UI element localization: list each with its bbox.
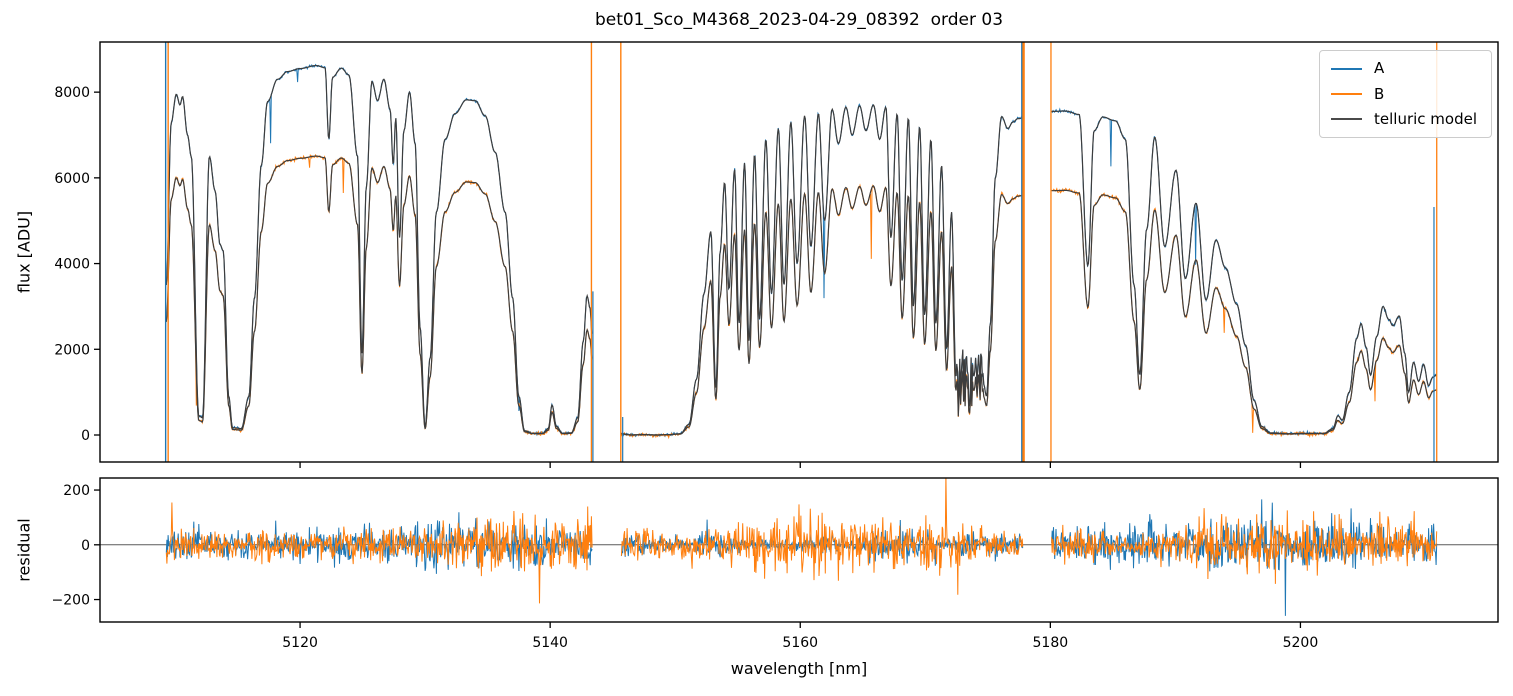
legend-line-b-swatch: [1331, 93, 1362, 95]
svg-text:6000: 6000: [54, 171, 90, 187]
legend-label-telluric: telluric model: [1374, 109, 1478, 128]
svg-text:5140: 5140: [532, 635, 568, 651]
svg-text:2000: 2000: [54, 342, 90, 358]
svg-text:0: 0: [81, 428, 90, 444]
svg-text:4000: 4000: [54, 257, 90, 273]
svg-text:8000: 8000: [54, 85, 90, 101]
legend-label-a: A: [1374, 59, 1385, 78]
wavelength-axis-label: wavelength [nm]: [730, 659, 868, 678]
legend-label-b: B: [1374, 84, 1385, 103]
residual-axis-label: residual: [14, 518, 34, 582]
svg-text:5180: 5180: [1033, 635, 1069, 651]
svg-text:200: 200: [63, 483, 90, 499]
svg-text:5200: 5200: [1283, 635, 1319, 651]
legend-entry-a: A: [1320, 61, 1491, 76]
legend-entry-telluric: telluric model: [1320, 109, 1491, 128]
flux-axis-label: flux [ADU]: [14, 210, 34, 294]
legend-line-telluric-swatch: [1331, 118, 1362, 121]
svg-text:5160: 5160: [782, 635, 818, 651]
svg-text:−200: −200: [52, 593, 90, 609]
chart-title: bet01_Sco_M4368_2023-04-29_08392 order 0…: [594, 10, 1004, 30]
legend-line-a-swatch: [1331, 67, 1362, 70]
legend-entry-b: B: [1320, 84, 1491, 103]
svg-text:0: 0: [81, 538, 90, 554]
svg-text:5120: 5120: [282, 635, 318, 651]
legend: A B telluric model: [1319, 50, 1492, 138]
